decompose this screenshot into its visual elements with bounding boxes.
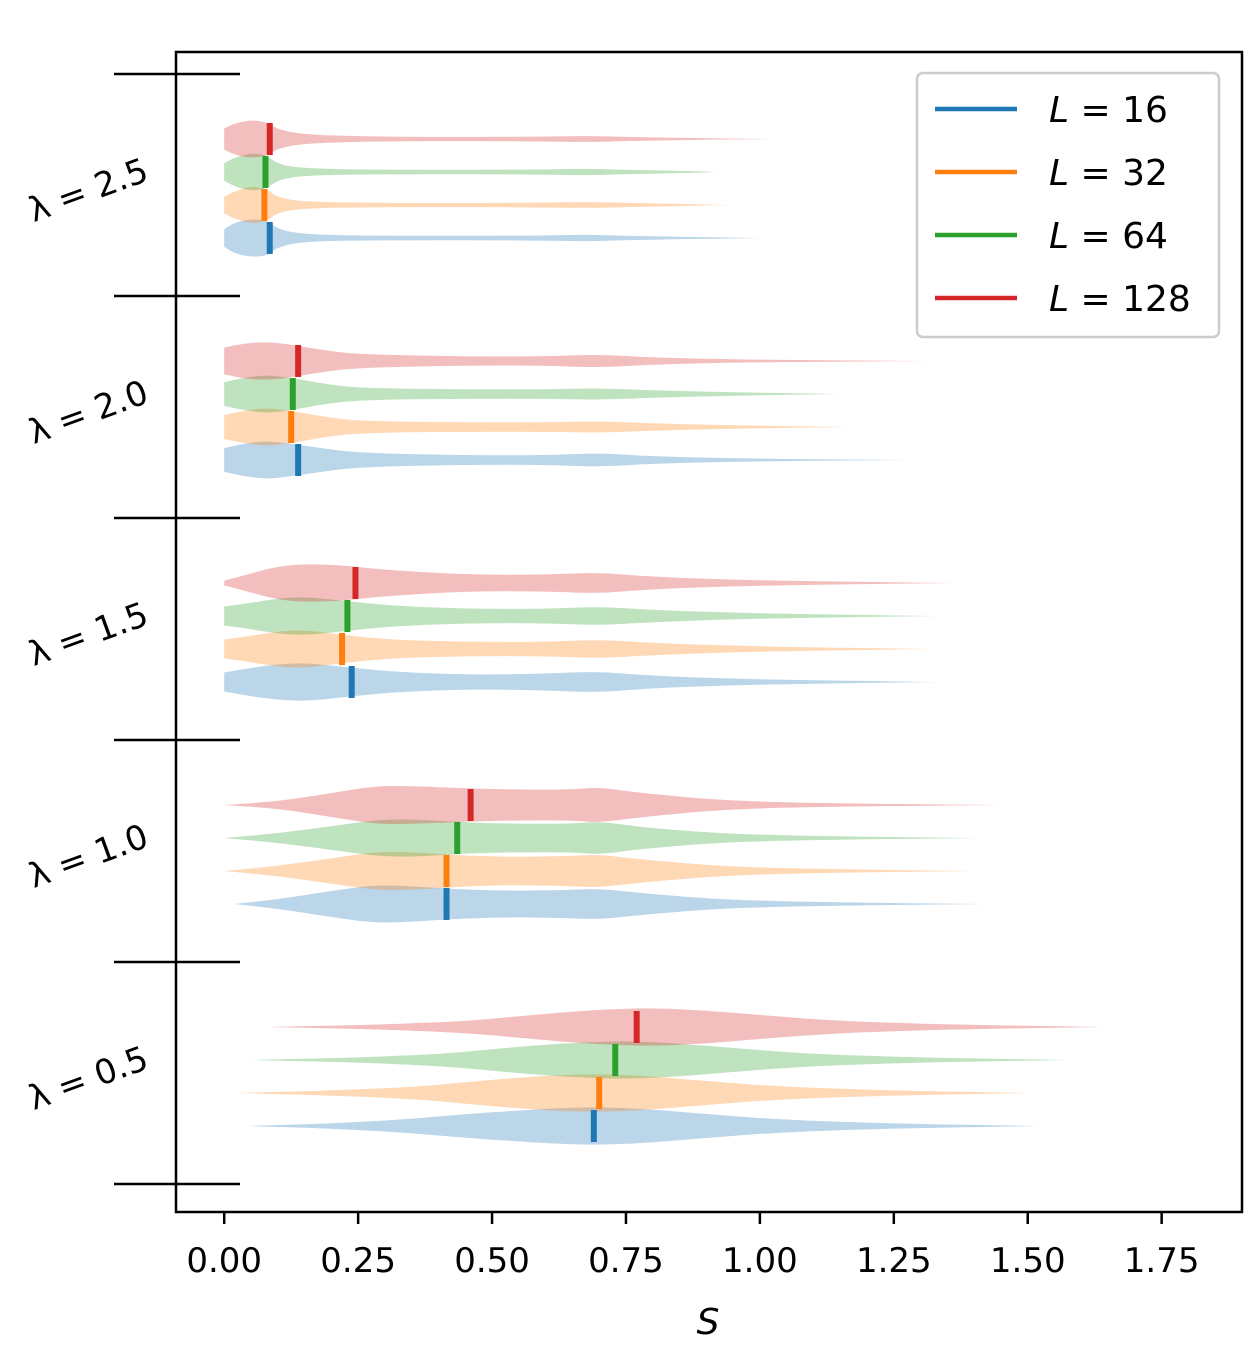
violin-L-16 — [245, 1107, 1039, 1145]
violin-L-32 — [234, 1074, 1028, 1112]
violin-L-16 — [234, 885, 985, 923]
violin-L-128 — [267, 1008, 1103, 1046]
legend-value: = 128 — [1069, 279, 1191, 320]
violin-group — [234, 1008, 1103, 1145]
legend-symbol: L — [1049, 90, 1069, 131]
violin-L-16 — [224, 441, 910, 479]
violin-L-32 — [224, 630, 932, 668]
legend: L = 16L = 32L = 64L = 128 — [915, 71, 1221, 339]
x-tick-label: 0.75 — [588, 1241, 664, 1281]
x-tick-label: 0.25 — [320, 1241, 396, 1281]
violin-L-128 — [224, 342, 932, 380]
violin-group — [224, 564, 953, 701]
plot-area — [224, 120, 1103, 1145]
violin-L-64 — [224, 375, 841, 413]
violin-L-128 — [224, 120, 771, 158]
violin-L-16 — [224, 219, 760, 257]
legend-symbol: L — [1049, 216, 1069, 257]
x-tick-label: 1.25 — [856, 1241, 932, 1281]
legend-label: L = 16 — [1049, 90, 1168, 131]
violin-L-64 — [224, 153, 717, 191]
violin-group — [224, 786, 1001, 923]
legend-box — [915, 71, 1221, 339]
violin-L-128 — [224, 564, 953, 602]
x-tick-label: 1.00 — [722, 1241, 798, 1281]
legend-value: = 32 — [1069, 153, 1168, 194]
violin-group — [224, 342, 932, 479]
violin-L-64 — [224, 597, 937, 635]
x-tick-label: 0.50 — [454, 1241, 530, 1281]
legend-value: = 16 — [1069, 90, 1168, 131]
legend-value: = 64 — [1069, 216, 1168, 257]
legend-label: L = 128 — [1049, 279, 1191, 320]
violin-group — [224, 120, 771, 257]
legend-label: L = 64 — [1049, 216, 1168, 257]
violin-L-128 — [224, 786, 1001, 824]
violin-L-32 — [224, 852, 975, 890]
x-tick-label: 0.00 — [186, 1241, 262, 1281]
x-axis-label: S — [697, 1302, 720, 1343]
legend-label: L = 32 — [1049, 153, 1168, 194]
violin-L-64 — [224, 819, 980, 857]
legend-symbol: L — [1049, 279, 1069, 320]
violin-L-32 — [224, 408, 851, 446]
x-tick-label: 1.50 — [990, 1241, 1066, 1281]
x-tick-label: 1.75 — [1124, 1241, 1200, 1281]
violin-L-32 — [224, 186, 728, 224]
legend-symbol: L — [1049, 153, 1069, 194]
violin-L-64 — [251, 1041, 1066, 1079]
axes-frame — [174, 50, 1244, 1214]
violin-L-16 — [224, 663, 937, 701]
